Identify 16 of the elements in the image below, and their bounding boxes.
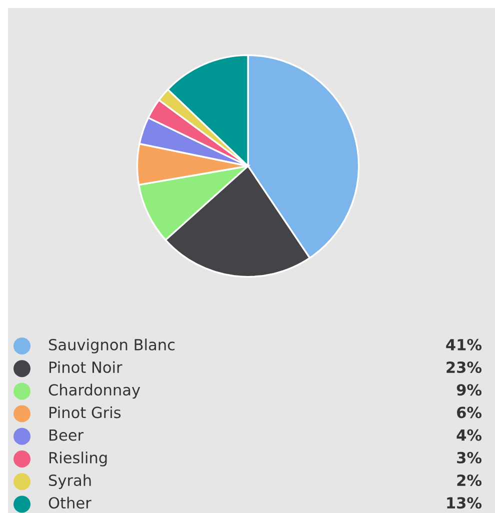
legend-label: Beer [50,429,84,441]
legend-label: Sauvignon Blanc [49,338,175,354]
legend-label: Other [48,496,92,509]
data-label: 6% [457,406,482,418]
data-label: 23% [446,361,482,374]
legend-label: Pinot Noir [50,361,122,374]
legend-label: Chardonnay [48,384,140,399]
data-label: 3% [457,452,482,464]
legend-label: Riesling [50,452,107,466]
data-label: 13% [447,497,482,509]
legend-label: Syrah [49,474,91,489]
data-label: 41% [446,338,482,350]
legend-label: Pinot Gris [50,406,121,418]
data-label: 4% [456,429,482,441]
data-label: 2% [457,474,482,486]
data-label: 9% [456,384,482,396]
